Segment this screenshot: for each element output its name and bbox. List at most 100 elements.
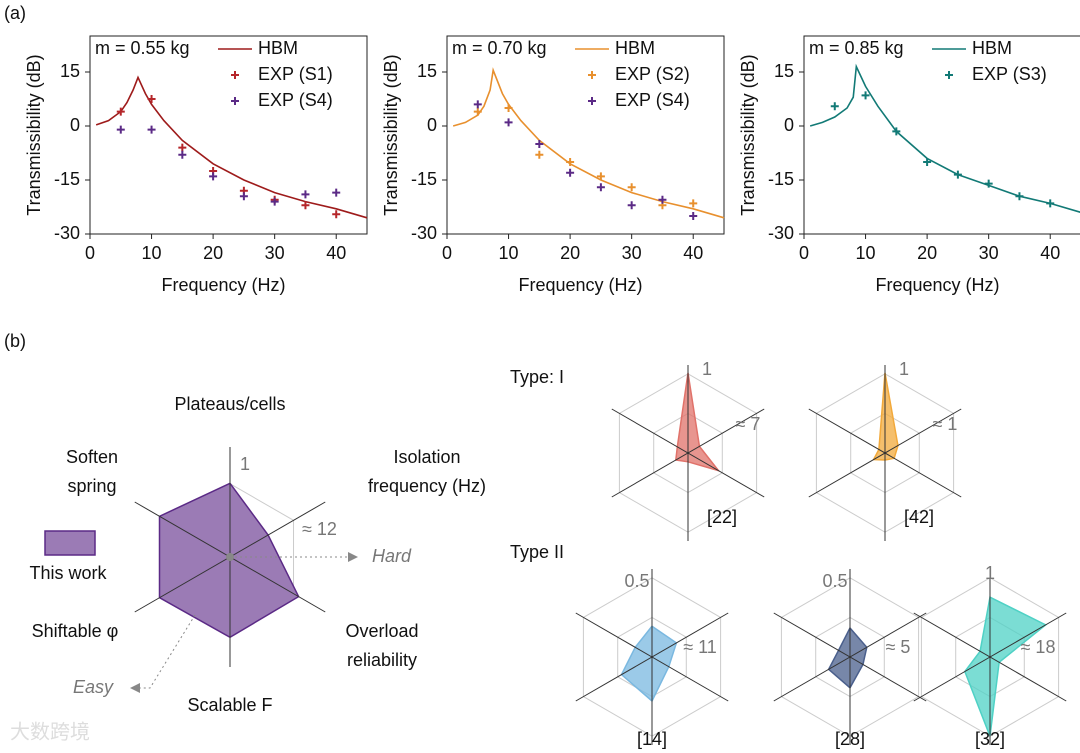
legend-swatch (44, 530, 96, 556)
exp-marker (596, 172, 605, 181)
legend-swatch (588, 97, 596, 105)
radar-spoke (913, 612, 1067, 702)
x-tick-label: 40 (683, 243, 703, 263)
y-tick-label: -30 (411, 223, 437, 243)
exp-marker (239, 192, 248, 201)
radar-area (964, 596, 1048, 737)
hard-label: Hard (372, 546, 412, 566)
scale-label: 1 (899, 359, 909, 379)
legend-label: EXP (S2) (615, 64, 690, 84)
arrow-head (348, 552, 358, 562)
reference: [28] (835, 729, 865, 749)
legend-swatch (588, 71, 596, 79)
exp-marker (658, 195, 667, 204)
legend-label: EXP (S4) (615, 90, 690, 110)
y-axis-label: Transmissibility (dB) (738, 54, 758, 215)
exp-marker (116, 107, 125, 116)
legend-swatch (231, 97, 239, 105)
y-tick-label: 15 (774, 61, 794, 81)
legend-swatch (945, 71, 953, 79)
y-tick-label: -30 (768, 223, 794, 243)
exp-marker (627, 201, 636, 210)
legend-label: EXP (S3) (972, 64, 1047, 84)
y-tick-label: 0 (427, 115, 437, 135)
exp-marker (116, 125, 125, 134)
x-tick-label: 40 (1040, 243, 1060, 263)
group-label: Type: I (510, 367, 564, 387)
reference: [32] (975, 729, 1005, 749)
y-tick-label: 0 (70, 115, 80, 135)
freq-label: ≈ 18 (1021, 637, 1056, 657)
x-axis-label: Frequency (Hz) (875, 275, 999, 295)
radar-spoke (611, 408, 765, 498)
scale-label: 1 (985, 563, 995, 583)
exp-marker (535, 150, 544, 159)
radar-spoke (773, 612, 927, 702)
y-tick-label: -15 (768, 169, 794, 189)
exp-marker (892, 127, 901, 136)
x-tick-label: 20 (560, 243, 580, 263)
exp-marker (689, 212, 698, 220)
x-axis-label: Frequency (Hz) (161, 275, 285, 295)
exp-marker (504, 118, 513, 127)
radar-area (872, 372, 899, 461)
x-tick-label: 20 (917, 243, 937, 263)
exp-marker (1046, 199, 1055, 208)
legend-label: EXP (S4) (258, 90, 333, 110)
exp-marker (301, 201, 310, 210)
exp-marker (178, 143, 187, 152)
y-tick-label: -30 (54, 223, 80, 243)
scale-label: 1 (240, 454, 250, 474)
axis-label: Scalable F (187, 695, 272, 715)
x-tick-label: 40 (326, 243, 346, 263)
scale-label: 0.5 (822, 571, 847, 591)
exp-marker (984, 179, 993, 188)
y-tick-label: 0 (784, 115, 794, 135)
x-tick-label: 10 (856, 243, 876, 263)
exp-marker (504, 104, 513, 112)
exp-marker (830, 102, 839, 111)
exp-marker (566, 158, 575, 166)
y-tick-label: -15 (54, 169, 80, 189)
legend-label: EXP (S1) (258, 64, 333, 84)
legend-label: HBM (615, 38, 655, 58)
exp-marker (332, 188, 341, 197)
hbm-line (95, 75, 368, 219)
x-tick-label: 0 (442, 243, 452, 263)
reference: [42] (904, 507, 934, 527)
exp-marker (178, 150, 187, 159)
plot-frame (803, 35, 1080, 235)
exp-marker (332, 210, 341, 219)
x-tick-label: 10 (499, 243, 519, 263)
group-label: Type II (510, 542, 564, 562)
x-axis-label: Frequency (Hz) (518, 275, 642, 295)
exp-marker (861, 91, 870, 100)
reference: [14] (637, 729, 667, 749)
watermark: 大数跨境 (10, 720, 90, 743)
x-tick-label: 20 (203, 243, 223, 263)
exp-marker (596, 183, 605, 192)
freq-label: ≈ 5 (886, 637, 911, 657)
x-tick-label: 30 (979, 243, 999, 263)
exp-marker (953, 170, 962, 179)
axis-label: Plateaus/cells (174, 394, 285, 414)
legend-label: HBM (972, 38, 1012, 58)
exp-marker (473, 107, 482, 116)
legend-label: This work (29, 563, 107, 583)
exp-marker (923, 158, 932, 166)
axis-label: Shiftable φ (32, 621, 119, 641)
hbm-line (809, 63, 1080, 213)
x-tick-label: 30 (265, 243, 285, 263)
scale-label: 0.5 (624, 571, 649, 591)
x-tick-label: 0 (799, 243, 809, 263)
reference: [22] (707, 507, 737, 527)
freq-label: ≈ 1 (933, 414, 958, 434)
exp-marker (209, 172, 218, 181)
legend-title: m = 0.70 kg (452, 38, 547, 58)
y-axis-label: Transmissibility (dB) (24, 54, 44, 215)
exp-marker (627, 183, 636, 192)
exp-marker (1015, 192, 1024, 201)
exp-marker (535, 140, 544, 148)
axis-label: spring (67, 476, 116, 496)
